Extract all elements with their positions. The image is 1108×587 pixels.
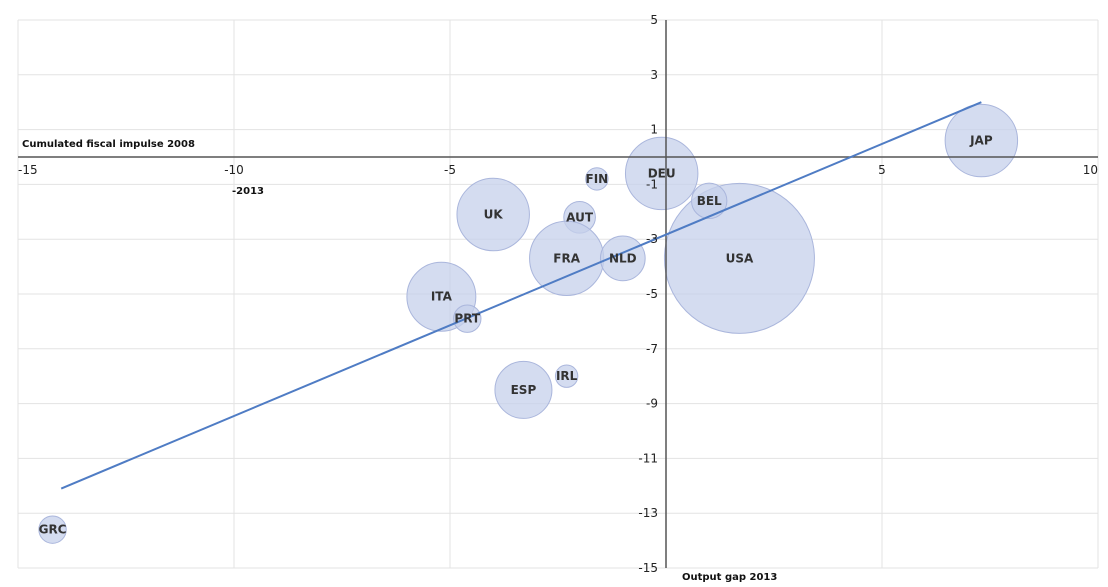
y-tick-label: -3 (646, 232, 658, 246)
bubble-label-nld: NLD (609, 251, 637, 265)
bubble-label-prt: PRT (454, 312, 480, 326)
bubble-label-uk: UK (484, 208, 504, 222)
bubble-label-ita: ITA (431, 290, 453, 304)
x-tick-label: 10 (1083, 163, 1098, 177)
bubble-label-bel: BEL (697, 194, 722, 208)
y-tick-label: 1 (650, 123, 658, 137)
y-tick-label: -15 (638, 561, 658, 575)
bubble-label-fra: FRA (553, 251, 580, 265)
y-tick-label: -9 (646, 397, 658, 411)
tick-labels: -15 -10 -5 5 10 5 3 1 -1 -3 -5 -7 -9 -11 -13 -15 (18, 13, 1098, 575)
bubble-label-deu: DEU (648, 166, 676, 180)
bubble-bel (691, 182, 728, 220)
trendline (60, 101, 982, 490)
y-tick-label: -1 (646, 177, 658, 191)
x-tick-label: 5 (878, 163, 886, 177)
x-tick-label: -5 (444, 163, 456, 177)
bubble-label-grc: GRC (39, 523, 67, 537)
axes (18, 20, 1098, 568)
bubble-fin (585, 167, 609, 191)
y-tick-label: -11 (638, 451, 658, 465)
y-tick-label: -13 (638, 506, 658, 520)
bubble-label-irl: IRL (556, 369, 578, 383)
bubble-label-aut: AUT (566, 210, 594, 224)
x-tick-label: -10 (224, 163, 244, 177)
bubble-label-jap: JAP (969, 134, 993, 148)
y-tick-label: -5 (646, 287, 658, 301)
bubble-irl (554, 364, 579, 388)
trendline-series (60, 101, 982, 490)
bubble-label-fin: FIN (586, 172, 609, 186)
y-tick-label: 5 (650, 13, 658, 27)
y-tick-label: 3 (650, 68, 658, 82)
y-tick-label: -7 (646, 342, 658, 356)
bubble-grc (38, 515, 67, 544)
y-axis-title: Cumulated fiscal impulse 2008 (22, 139, 195, 150)
bubble-esp (494, 360, 553, 419)
bubbles (38, 103, 1019, 544)
x-axis-title: Output gap 2013 (682, 572, 777, 583)
gridlines (17, 19, 1099, 569)
bubble-label-esp: ESP (511, 383, 537, 397)
bubble-jap (944, 103, 1019, 178)
bubble-label-usa: USA (726, 251, 754, 265)
x-tick-label: -15 (18, 163, 38, 177)
bubble-uk (456, 177, 530, 252)
bubble-usa (663, 182, 815, 334)
bubble-deu (624, 136, 699, 211)
y-axis-title-cont: -2013 (232, 186, 264, 197)
